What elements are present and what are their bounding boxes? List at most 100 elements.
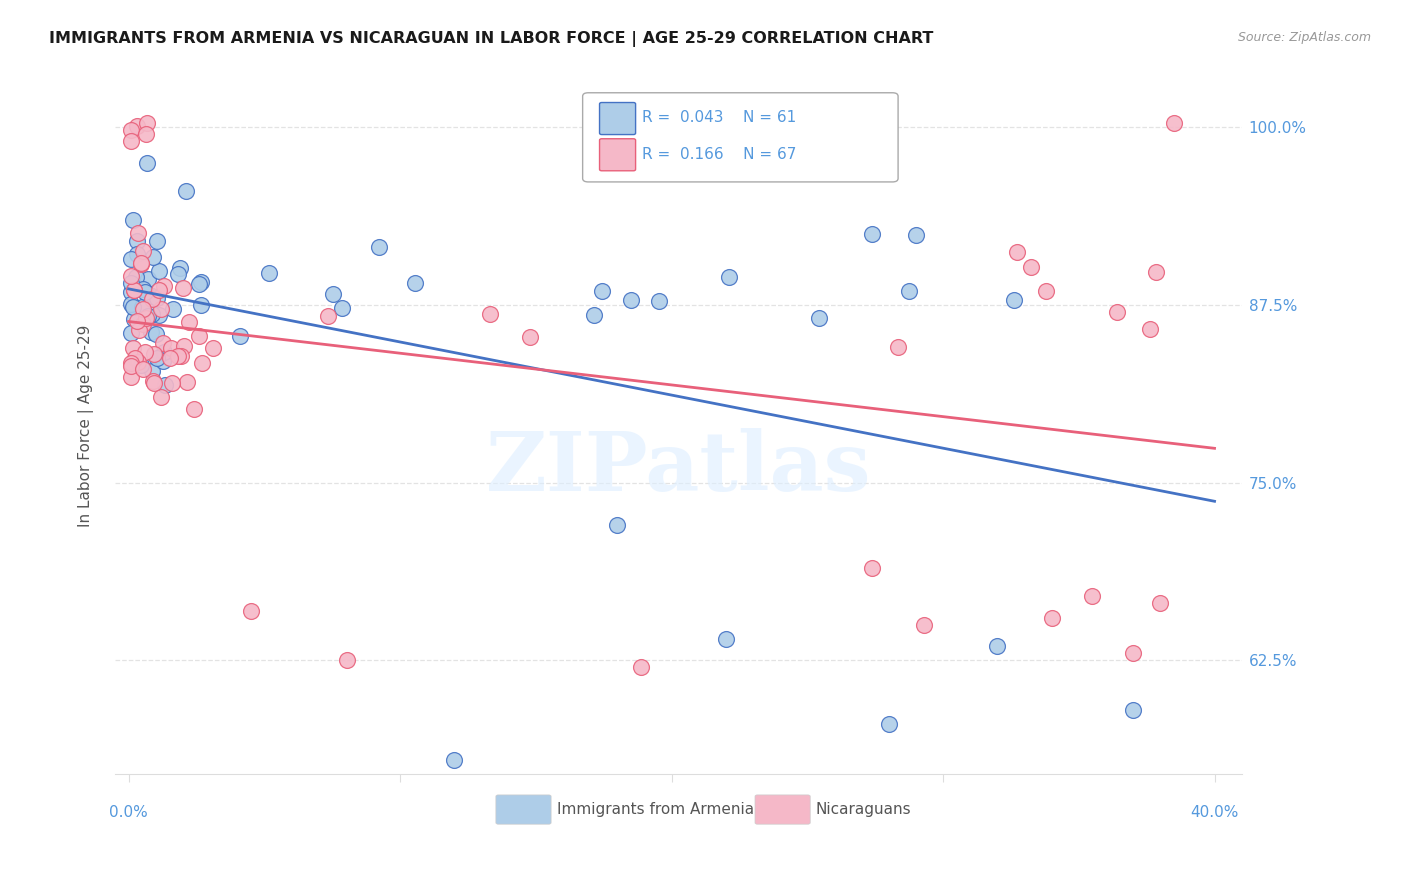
Point	[125, 119, 148, 133]
FancyBboxPatch shape	[599, 139, 636, 170]
Point	[478, 307, 501, 321]
Point	[135, 116, 157, 130]
Point	[1144, 265, 1167, 279]
Point	[239, 603, 262, 617]
Point	[141, 292, 163, 306]
Point	[122, 212, 145, 227]
Point	[606, 518, 628, 533]
Point	[201, 341, 224, 355]
FancyBboxPatch shape	[599, 103, 636, 135]
Point	[124, 351, 146, 365]
Point	[1149, 596, 1171, 610]
Point	[172, 281, 194, 295]
Point	[149, 390, 172, 404]
Point	[143, 347, 166, 361]
Text: 0.0%: 0.0%	[110, 805, 148, 821]
Point	[141, 289, 163, 303]
Point	[986, 639, 1008, 653]
Point	[152, 336, 174, 351]
Point	[120, 326, 142, 340]
Point	[122, 283, 145, 297]
FancyBboxPatch shape	[755, 795, 810, 824]
Point	[134, 285, 156, 299]
Point	[145, 327, 167, 342]
Point	[257, 266, 280, 280]
Text: Source: ZipAtlas.com: Source: ZipAtlas.com	[1237, 31, 1371, 45]
FancyBboxPatch shape	[582, 93, 898, 182]
Text: 40.0%: 40.0%	[1191, 805, 1239, 821]
Point	[167, 349, 190, 363]
Point	[148, 283, 170, 297]
Text: Immigrants from Armenia: Immigrants from Armenia	[557, 802, 754, 817]
Point	[897, 285, 920, 299]
Point	[121, 300, 143, 314]
Point	[1040, 610, 1063, 624]
Point	[153, 377, 176, 392]
Text: R =  0.043    N = 61: R = 0.043 N = 61	[643, 111, 797, 126]
Point	[176, 184, 198, 198]
Point	[139, 326, 162, 340]
Point	[1139, 321, 1161, 335]
Point	[148, 264, 170, 278]
Point	[129, 257, 152, 271]
Point	[146, 292, 169, 306]
Text: IMMIGRANTS FROM ARMENIA VS NICARAGUAN IN LABOR FORCE | AGE 25-29 CORRELATION CHA: IMMIGRANTS FROM ARMENIA VS NICARAGUAN IN…	[49, 31, 934, 47]
Point	[141, 307, 163, 321]
Point	[169, 261, 191, 276]
Point	[176, 375, 198, 389]
Point	[131, 256, 153, 270]
Point	[120, 123, 142, 137]
Point	[1122, 646, 1144, 660]
Point	[120, 268, 142, 283]
Text: R =  0.166    N = 67: R = 0.166 N = 67	[643, 146, 797, 161]
Point	[318, 309, 340, 323]
Point	[120, 135, 142, 149]
Point	[148, 308, 170, 322]
Point	[146, 351, 169, 365]
Point	[179, 315, 201, 329]
Point	[132, 281, 155, 295]
Point	[134, 344, 156, 359]
Point	[120, 285, 142, 299]
Point	[170, 350, 193, 364]
Point	[135, 310, 157, 325]
Point	[131, 300, 153, 314]
Point	[519, 330, 541, 344]
Point	[122, 312, 145, 326]
Point	[135, 128, 157, 142]
Point	[162, 301, 184, 316]
Point	[860, 227, 883, 241]
Point	[132, 317, 155, 331]
Point	[335, 653, 357, 667]
Point	[125, 234, 148, 248]
Point	[648, 294, 671, 309]
Point	[128, 323, 150, 337]
Point	[332, 301, 354, 315]
Point	[132, 362, 155, 376]
Text: Nicaraguans: Nicaraguans	[815, 802, 911, 817]
Point	[912, 617, 935, 632]
FancyBboxPatch shape	[496, 795, 551, 824]
Point	[120, 297, 142, 311]
Point	[120, 356, 142, 370]
Point	[120, 359, 142, 373]
Point	[120, 276, 142, 290]
Point	[322, 286, 344, 301]
Point	[125, 269, 148, 284]
Point	[620, 293, 643, 307]
Point	[142, 375, 165, 389]
Point	[142, 250, 165, 264]
Point	[190, 298, 212, 312]
Point	[152, 345, 174, 359]
Point	[1019, 260, 1042, 275]
Point	[125, 313, 148, 327]
Point	[160, 376, 183, 391]
Point	[159, 351, 181, 365]
Point	[807, 311, 830, 326]
Point	[129, 358, 152, 372]
Point	[141, 364, 163, 378]
Point	[120, 369, 142, 384]
Point	[443, 753, 465, 767]
Point	[190, 276, 212, 290]
Point	[190, 356, 212, 370]
